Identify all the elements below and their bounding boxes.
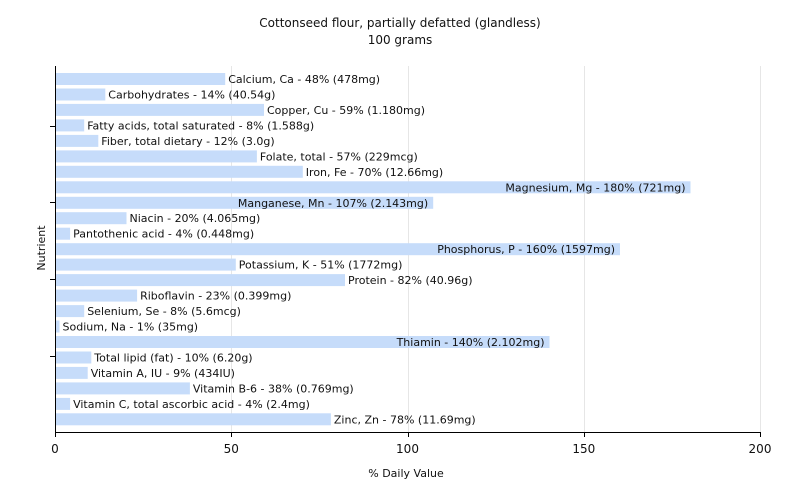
bar-11 — [56, 243, 620, 256]
bar-5 — [56, 150, 257, 163]
bar-label-12: Potassium, K - 51% (1772mg) — [239, 259, 403, 272]
bar-label-15: Selenium, Se - 8% (5.6mcg) — [87, 305, 241, 318]
bar-label-0: Calcium, Ca - 48% (478mg) — [228, 73, 380, 86]
bar-label-11: Phosphorus, P - 160% (1597mg) — [437, 243, 615, 256]
chart-title: Cottonseed flour, partially defatted (gl… — [259, 16, 540, 30]
bar-label-8: Manganese, Mn - 107% (2.143mg) — [238, 197, 428, 210]
bar-10 — [56, 227, 71, 240]
bar-4 — [56, 134, 99, 147]
bar-label-17: Thiamin - 140% (2.102mg) — [396, 336, 545, 349]
bar-14 — [56, 289, 138, 302]
bar-label-10: Pantothenic acid - 4% (0.448mg) — [73, 228, 254, 241]
bar-label-18: Total lipid (fat) - 10% (6.20g) — [93, 352, 252, 365]
y-axis-title: Nutrient — [35, 225, 48, 271]
bar-19 — [56, 366, 88, 379]
bar-22 — [56, 413, 331, 426]
bar-label-9: Niacin - 20% (4.065mg) — [130, 212, 261, 225]
bar-13 — [56, 274, 345, 287]
bar-1 — [56, 88, 106, 101]
bar-7 — [56, 181, 691, 194]
bar-label-2: Copper, Cu - 59% (1.180mg) — [267, 104, 425, 117]
x-axis-title: % Daily Value — [368, 467, 444, 480]
x-tick-label-4: 200 — [749, 442, 772, 456]
bar-label-4: Fiber, total dietary - 12% (3.0g) — [101, 135, 274, 148]
bar-label-19: Vitamin A, IU - 9% (434IU) — [91, 367, 235, 380]
x-tick-label-1: 50 — [224, 442, 239, 456]
bar-labels: Calcium, Ca - 48% (478mg) Carbohydrates -… — [63, 73, 686, 426]
bar-label-3: Fatty acids, total saturated - 8% (1.588… — [87, 119, 314, 132]
bar-label-20: Vitamin B-6 - 38% (0.769mg) — [193, 382, 354, 395]
bar-label-16: Sodium, Na - 1% (35mg) — [63, 321, 199, 334]
bar-label-5: Folate, total - 57% (229mcg) — [260, 150, 418, 163]
bar-label-22: Zinc, Zn - 78% (11.69mg) — [334, 413, 476, 426]
bar-label-6: Iron, Fe - 70% (12.66mg) — [306, 166, 443, 179]
bar-12 — [56, 258, 236, 271]
bar-3 — [56, 119, 85, 132]
bar-8 — [56, 196, 434, 209]
bar-17 — [56, 336, 550, 348]
bar-21 — [56, 397, 71, 410]
bar-18 — [56, 351, 92, 364]
bar-15 — [56, 305, 85, 318]
x-tick-label-0: 0 — [51, 442, 59, 456]
bar-9 — [56, 212, 127, 225]
axes — [50, 66, 760, 433]
bars — [56, 73, 691, 426]
bar-6 — [56, 165, 303, 178]
bar-0 — [56, 73, 226, 85]
bar-label-1: Carbohydrates - 14% (40.54g) — [108, 89, 275, 102]
bar-label-7: Magnesium, Mg - 180% (721mg) — [505, 181, 685, 194]
bar-16 — [56, 320, 60, 333]
x-tick-label-3: 150 — [572, 442, 595, 456]
bar-2 — [56, 103, 264, 116]
x-tick-label-2: 100 — [396, 442, 419, 456]
bar-20 — [56, 382, 190, 395]
bar-label-21: Vitamin C, total ascorbic acid - 4% (2.4… — [73, 398, 310, 411]
bar-label-14: Riboflavin - 23% (0.399mg) — [140, 290, 291, 303]
chart-subtitle: 100 grams — [368, 33, 433, 47]
bar-label-13: Protein - 82% (40.96g) — [348, 274, 473, 287]
x-tick-labels: 0 50 100 150 200 — [51, 432, 771, 456]
